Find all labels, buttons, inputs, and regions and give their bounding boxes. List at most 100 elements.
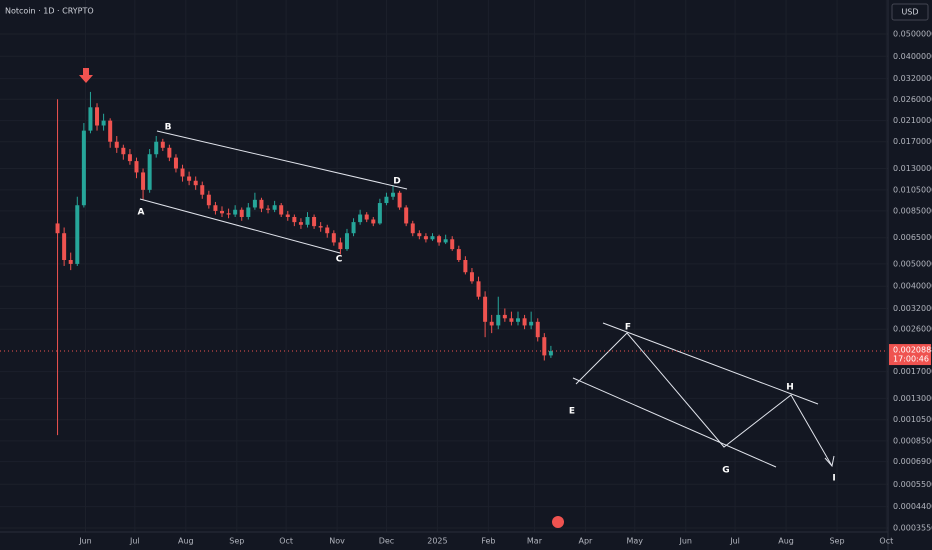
y-tick-label: 0.0400000 [893,52,932,61]
annotation: A [138,208,145,218]
candle-body [88,107,93,131]
y-tick-label: 0.0050000 [893,259,932,268]
y-tick-label: 0.0210000 [893,116,932,125]
candle-body [121,147,126,155]
candle-body [55,223,60,234]
candle-body [154,141,159,155]
grid [0,0,888,532]
annotation: G [722,466,729,476]
candle-body [252,199,257,208]
candle-body [62,233,67,260]
candle-body [285,214,290,217]
candle-body [371,219,376,224]
candle-body [279,205,284,215]
currency-box[interactable] [891,3,929,21]
candle-body [483,296,488,322]
candle-body [469,272,474,282]
candle-body [95,107,100,126]
x-tick-label: Mar [527,537,543,546]
candle-body [206,194,211,206]
y-tick-label: 0.0130000 [893,164,932,173]
y-tick-label: 0.0005500 [893,480,932,489]
candle-body [101,120,106,126]
candle-body [344,233,349,250]
candle-body [377,203,382,224]
candle-body [180,168,185,177]
trend-line [572,377,777,468]
candle-body [397,192,402,208]
x-tick-label: Oct [279,537,293,546]
candle-body [160,141,165,148]
y-tick-label: 0.0085000 [893,206,932,215]
candle-body [114,141,119,148]
candle-body [81,130,86,206]
candle-body [272,205,277,210]
candle-body [404,207,409,224]
candle-body [391,192,396,197]
x-tick-label: Oct [879,537,893,546]
candle-body [463,259,468,273]
candle-body [305,216,310,225]
arrow-head [824,455,835,468]
y-tick-label: 0.0004400 [893,502,932,511]
candles [55,91,553,436]
candle-body [226,213,231,215]
candle-body [423,236,428,240]
y-tick-label: 0.0040000 [893,282,932,291]
y-tick-label: 0.0500000 [893,30,932,39]
x-tick-label: Apr [579,537,594,546]
annotation: D [393,177,400,187]
candle-body [476,281,481,297]
candle-body [259,199,264,209]
last-price-label: 0.0020888 [893,346,932,355]
y-tick-label: 0.0105000 [893,185,932,194]
candle-body [147,154,152,190]
candle-body [233,209,238,215]
candle-body [68,259,73,264]
candle-body [496,314,501,326]
x-tick-label: Jul [129,537,140,546]
candle-body [364,214,369,220]
y-tick-label: 0.0032000 [893,304,932,313]
candle-body [384,196,389,204]
x-tick-label: Sep [829,537,844,546]
candle-body [325,227,330,234]
event-icon[interactable] [552,516,564,528]
candle-body [312,216,317,227]
symbol-title: Notcoin · 1D · CRYPTO [5,7,94,16]
candle-body [134,161,139,173]
red-arrow [79,68,93,83]
candle-body [220,210,224,214]
candle-body [509,318,514,322]
candle-body [141,172,146,190]
candle-body [443,239,448,243]
x-tick-label: May [626,537,643,546]
candle-body [108,120,113,142]
y-tick-label: 0.0170000 [893,137,932,146]
countdown: 17:00:46 [893,355,929,364]
candle-body [75,205,80,264]
annotation: F [625,323,631,333]
y-tick-label: 0.0017000 [893,367,932,376]
drawings [79,68,835,528]
currency: USD [901,8,918,17]
projection-path [575,332,833,467]
x-tick-label: Jun [78,537,92,546]
candle-body [410,223,415,234]
candle-body [522,318,527,326]
annotation: C [336,255,343,265]
candle-body [417,233,422,237]
annotation: B [165,123,172,133]
y-tick-label: 0.0006900 [893,457,932,466]
candle-body [437,236,442,243]
y-tick-label: 0.0008500 [893,436,932,445]
candle-body [167,147,172,158]
x-tick-label: Aug [778,537,794,546]
trend-line [156,130,408,190]
candle-body [127,154,132,162]
trend-line [139,198,341,254]
x-tick-label: Jul [729,537,740,546]
annotation: H [786,383,794,393]
